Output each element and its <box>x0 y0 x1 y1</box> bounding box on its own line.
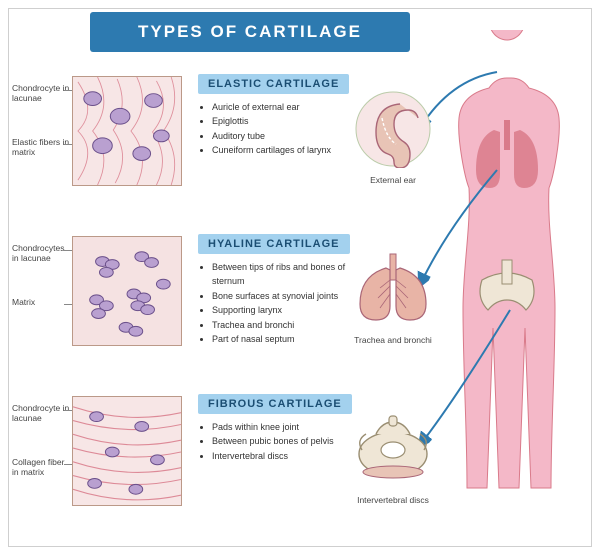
micrograph-hyaline <box>72 236 182 346</box>
section-title: ELASTIC CARTILAGE <box>198 74 349 94</box>
organ-lungs: Trachea and bronchi <box>348 250 438 345</box>
bullet: Trachea and bronchi <box>212 318 348 332</box>
bullet: Between pubic bones of pelvis <box>212 434 334 448</box>
section-title: HYALINE CARTILAGE <box>198 234 350 254</box>
section-hyaline: Chondrocytes in lacunae Matrix HYALINE C… <box>12 226 442 376</box>
bullet-list: Pads within knee joint Between pubic bon… <box>198 420 334 463</box>
micro-label: Collagen fiber in matrix <box>12 458 70 478</box>
bullet: Between tips of ribs and bones of sternu… <box>212 260 348 289</box>
title-banner: TYPES OF CARTILAGE <box>90 12 410 52</box>
micro-label: Chondrocyte in lacunae <box>12 404 70 424</box>
bullet: Auditory tube <box>212 129 331 143</box>
micro-label: Matrix <box>12 298 70 308</box>
organ-caption: Trachea and bronchi <box>348 335 438 345</box>
bullet: Epiglottis <box>212 114 331 128</box>
bullet: Pads within knee joint <box>212 420 334 434</box>
organ-vertebra: Intervertebral discs <box>348 410 438 505</box>
micro-label: Chondrocytes in lacunae <box>12 244 70 264</box>
bullet-list: Auricle of external ear Epiglottis Audit… <box>198 100 331 158</box>
organ-ear: External ear <box>348 90 438 185</box>
micro-label: Chondrocyte in lacunae <box>12 84 70 104</box>
section-title: FIBROUS CARTILAGE <box>198 394 352 414</box>
micrograph-fibrous <box>72 396 182 506</box>
page-title: TYPES OF CARTILAGE <box>138 22 362 42</box>
ear-marker <box>487 55 494 62</box>
micrograph-elastic <box>72 76 182 186</box>
bullet: Cuneiform cartilages of larynx <box>212 143 331 157</box>
human-silhouette <box>432 30 582 530</box>
bullet: Supporting larynx <box>212 303 348 317</box>
bullet-list: Between tips of ribs and bones of sternu… <box>198 260 348 346</box>
section-elastic: Chondrocyte in lacunae Elastic fibers in… <box>12 66 442 216</box>
bullet: Bone surfaces at synovial joints <box>212 289 348 303</box>
micro-label: Elastic fibers in matrix <box>12 138 70 158</box>
section-fibrous: Chondrocyte in lacunae Collagen fiber in… <box>12 386 442 536</box>
organ-caption: External ear <box>348 175 438 185</box>
bullet: Intervertebral discs <box>212 449 334 463</box>
bullet: Auricle of external ear <box>212 100 331 114</box>
bullet: Part of nasal septum <box>212 332 348 346</box>
organ-caption: Intervertebral discs <box>348 495 438 505</box>
